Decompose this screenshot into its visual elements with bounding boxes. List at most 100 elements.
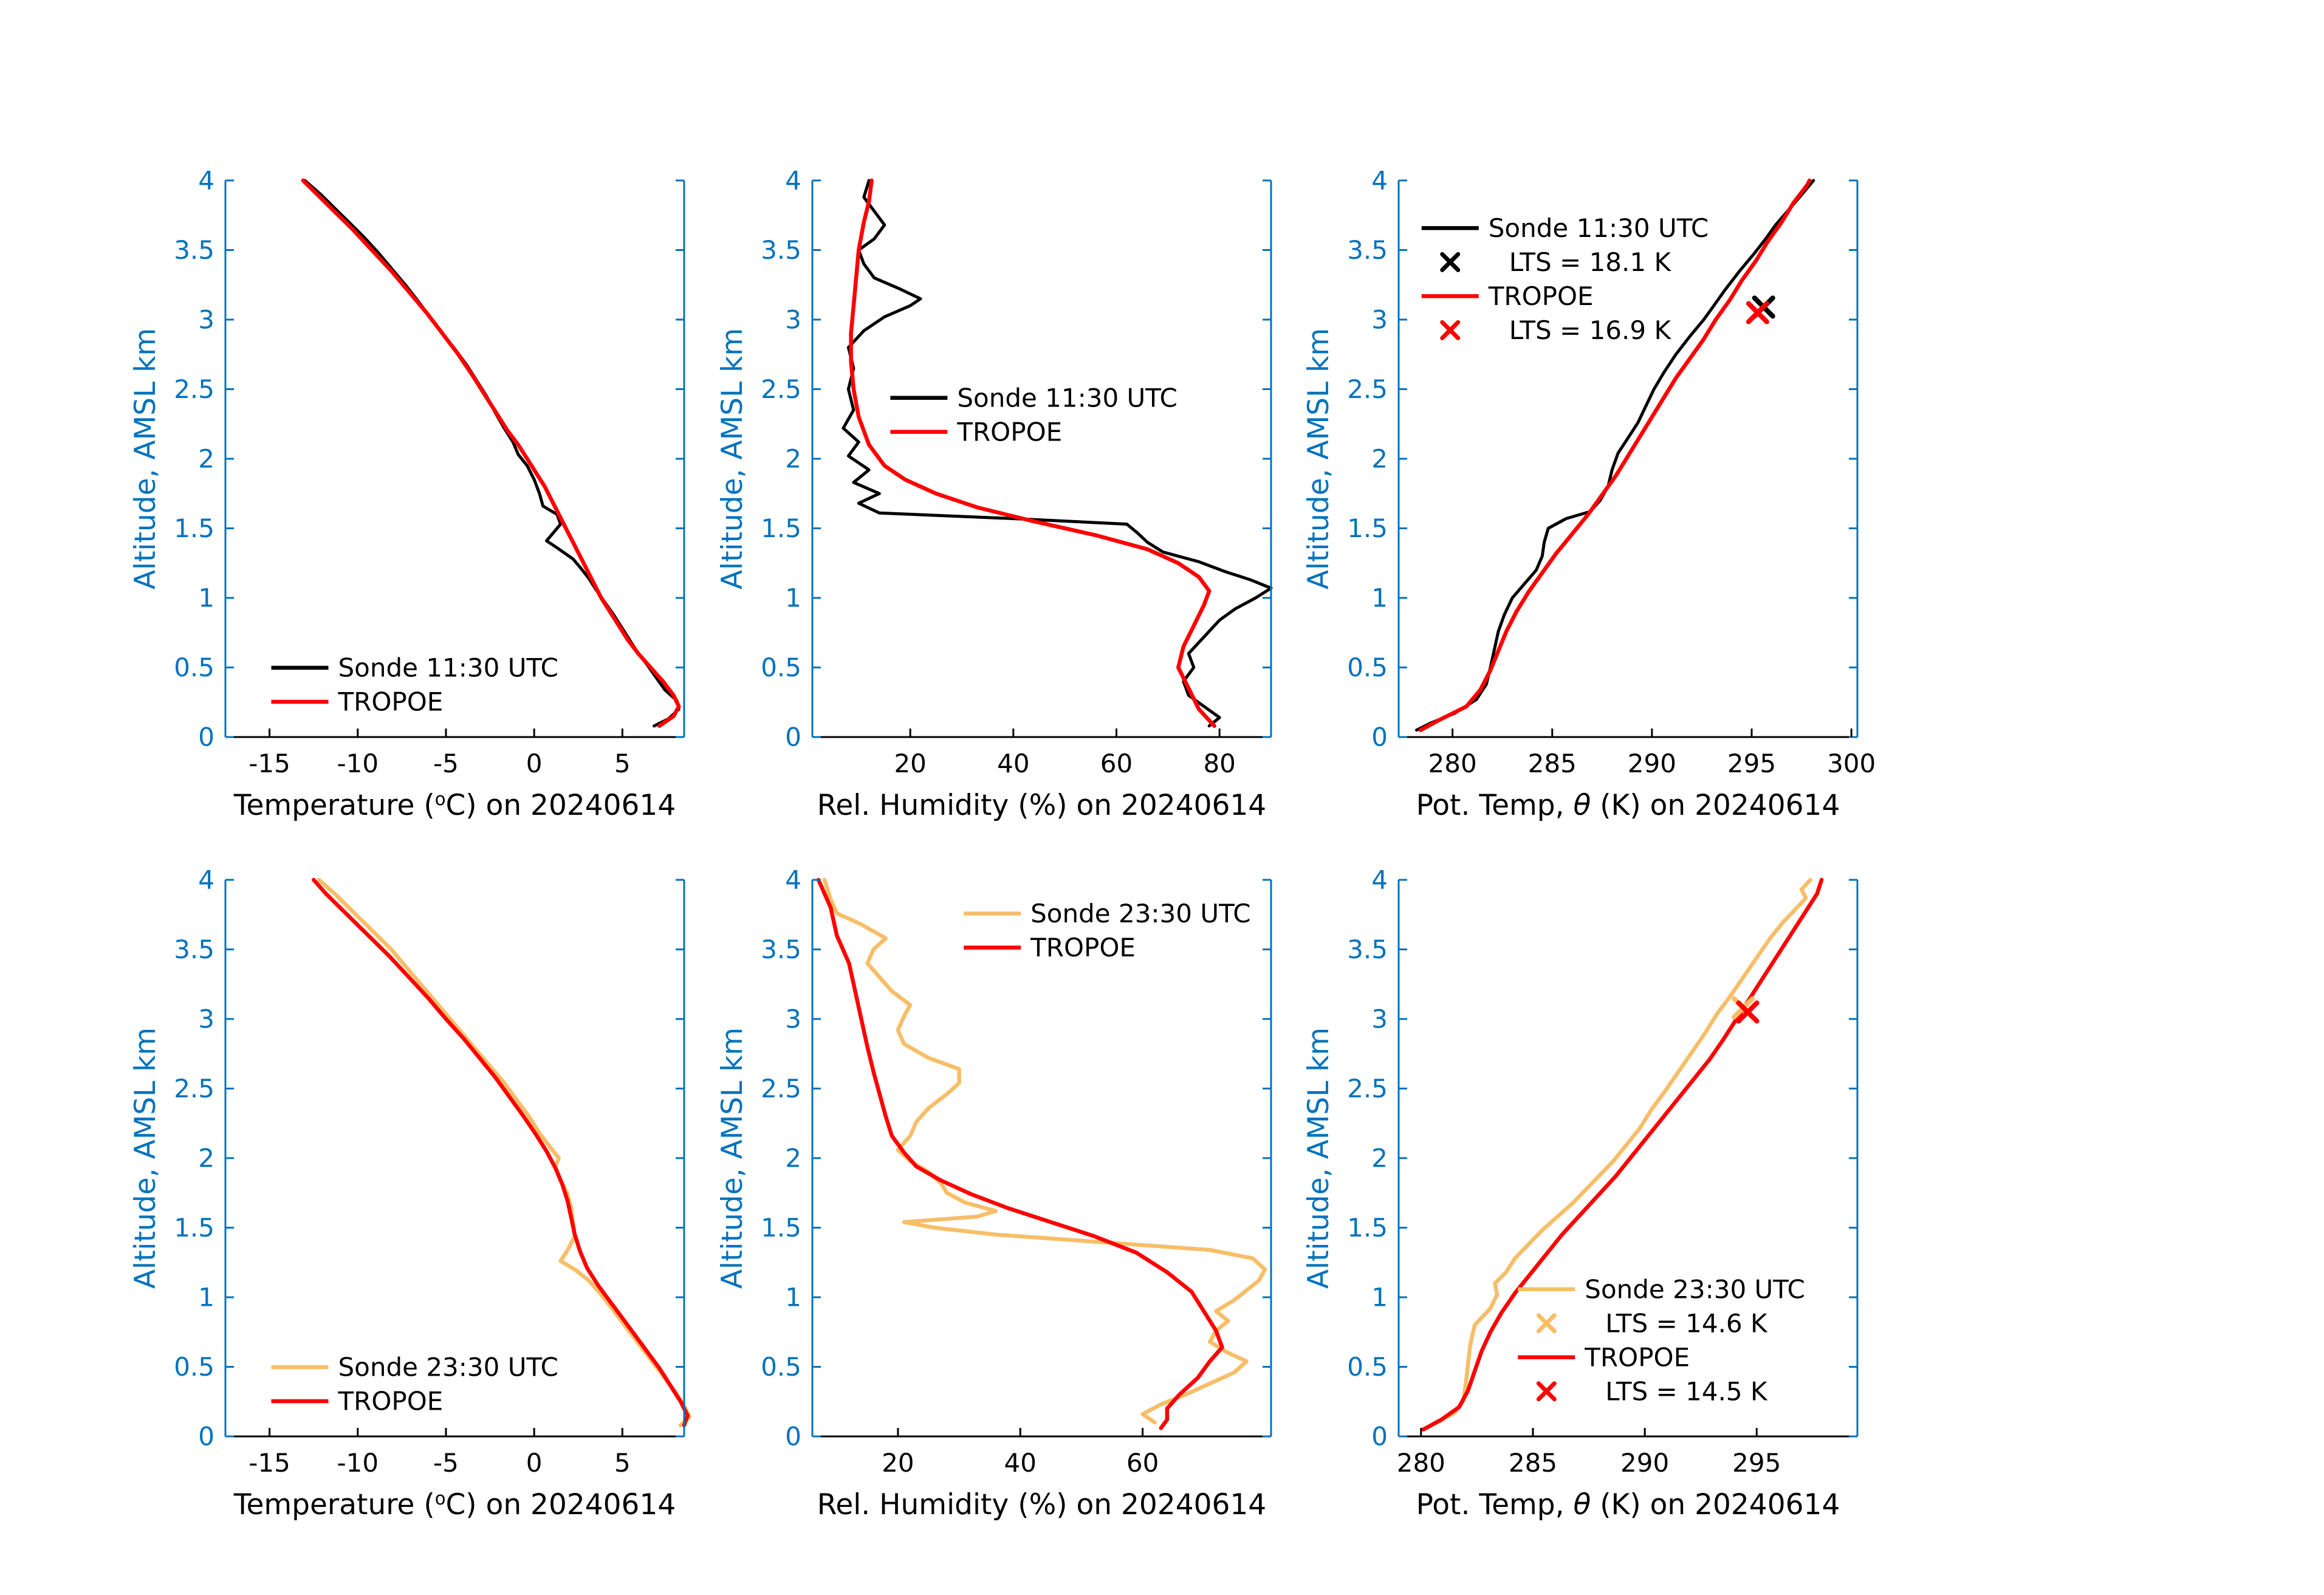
y-tick-label: 4 <box>1371 865 1388 895</box>
y-tick-label: 1 <box>198 1283 214 1312</box>
y-axis-label: Altitude, AMSL km <box>716 328 749 589</box>
y-tick-label: 2 <box>785 444 801 474</box>
x-tick-label: 0 <box>526 749 543 778</box>
y-tick-label: 0.5 <box>761 1352 801 1382</box>
y-tick-label: 4 <box>198 166 214 196</box>
series-line-sonde-11-30-utc <box>303 179 680 728</box>
legend-label: Sonde 23:30 UTC <box>1585 1274 1805 1304</box>
x-tick-label: -10 <box>337 749 379 778</box>
x-axis-label: Pot. Temp, θ (K) on 20240614 <box>1416 1488 1840 1521</box>
y-tick-label: 1 <box>198 583 214 613</box>
legend: Sonde 11:30 UTC TROPOE <box>890 383 1177 447</box>
plot-pottemp-2330: 0 0.5 1 1.5 2 2.5 3 3.5 4 280 285 290 295 Pot. Temp, … <box>1302 865 1859 1521</box>
y-tick-label: 0 <box>785 722 801 752</box>
x-tick-label: 5 <box>614 1448 631 1478</box>
y-tick-label: 1.5 <box>1347 1213 1388 1243</box>
y-axis-label: Altitude, AMSL km <box>1302 328 1335 589</box>
x-tick-label: 285 <box>1509 1448 1557 1478</box>
y-tick-label: 4 <box>785 865 801 895</box>
y-tick-label: 1.5 <box>761 513 801 543</box>
y-axis-label: Altitude, AMSL km <box>129 1027 162 1289</box>
legend-x-sample <box>1440 320 1461 340</box>
legend: Sonde 11:30 UTC TROPOE <box>271 653 558 717</box>
legend-label: Sonde 23:30 UTC <box>338 1353 558 1382</box>
series-line-sonde-11-30-utc <box>842 179 1273 728</box>
x-tick-label: 295 <box>1727 749 1776 778</box>
y-tick-label: 0 <box>198 1422 214 1452</box>
y-tick-label: 3 <box>785 305 801 335</box>
legend-label: TROPOE <box>1584 1342 1690 1372</box>
series-line-sonde-23-30-utc <box>1421 877 1812 1432</box>
series-group <box>816 877 1267 1430</box>
x-tick-label: -5 <box>433 749 459 778</box>
series-group <box>1415 178 1815 732</box>
legend-label: Sonde 11:30 UTC <box>957 383 1177 413</box>
x-tick-label: 280 <box>1397 1448 1445 1478</box>
legend-label: TROPOE <box>338 687 444 717</box>
x-axis-label: Temperature (oC) on 20240614 <box>233 789 676 822</box>
legend: Sonde 23:30 UTC TROPOE <box>271 1353 558 1416</box>
x-axis-label: Temperature (oC) on 20240614 <box>233 1488 676 1521</box>
series-line-tropoe <box>1418 178 1812 732</box>
y-tick-label: 0.5 <box>761 653 801 682</box>
y-tick-label: 2.5 <box>761 374 801 404</box>
x-tick-label: -15 <box>249 749 290 778</box>
x-tick-label: 280 <box>1428 749 1477 778</box>
y-tick-label: 3.5 <box>174 935 214 964</box>
y-tick-label: 3 <box>198 1004 214 1034</box>
legend: Sonde 23:30 UTC LTS = 14.6 K TROPOE LTS = 1… <box>1518 1274 1805 1406</box>
legend-x-sample <box>1536 1313 1557 1334</box>
y-tick-label: 1.5 <box>174 1213 214 1243</box>
legend-x-sample <box>1536 1381 1557 1402</box>
legend-label: LTS = 18.1 K <box>1509 247 1672 277</box>
y-tick-label: 0 <box>198 722 214 752</box>
y-tick-label: 0 <box>1371 1422 1388 1452</box>
x-tick-label: 295 <box>1732 1448 1781 1478</box>
y-tick-label: 3.5 <box>761 235 801 265</box>
y-tick-label: 0.5 <box>1347 1352 1388 1382</box>
y-tick-label: 3 <box>785 1004 801 1034</box>
series-line-tropoe <box>1421 877 1824 1432</box>
series-line-sonde-11-30-utc <box>1415 179 1815 732</box>
series-group <box>842 178 1273 728</box>
series-line-tropoe <box>816 877 1224 1430</box>
y-tick-label: 2 <box>1371 1144 1388 1173</box>
lts-marker <box>1746 301 1769 324</box>
y-axis-label: Altitude, AMSL km <box>1302 1027 1335 1289</box>
x-tick-label: 5 <box>614 749 631 778</box>
y-tick-label: 1 <box>1371 583 1388 613</box>
legend-label: LTS = 14.6 K <box>1605 1308 1768 1338</box>
x-axis-label: Rel. Humidity (%) on 20240614 <box>817 1488 1266 1521</box>
x-tick-label: -5 <box>433 1448 459 1478</box>
y-tick-label: 0.5 <box>174 1352 214 1382</box>
legend-label: TROPOE <box>956 417 1062 447</box>
legend-label: Sonde 11:30 UTC <box>338 653 558 683</box>
series-line-tropoe <box>301 178 681 728</box>
x-tick-label: 40 <box>1004 1448 1037 1478</box>
y-tick-label: 1 <box>1371 1283 1388 1312</box>
x-axis-label: Rel. Humidity (%) on 20240614 <box>817 789 1266 822</box>
y-tick-label: 3.5 <box>174 235 214 265</box>
x-tick-label: 20 <box>894 749 926 778</box>
y-tick-label: 3 <box>1371 305 1388 335</box>
plot-humidity-1130: 0 0.5 1 1.5 2 2.5 3 3.5 4 20 40 60 80 Rel. Humidity (… <box>716 166 1273 822</box>
legend-label: LTS = 14.5 K <box>1605 1376 1768 1406</box>
y-tick-label: 2 <box>198 1144 214 1173</box>
plot-temperature-1130: 0 0.5 1 1.5 2 2.5 3 3.5 4 -15 -10 -5 0 5 Temperature (… <box>129 166 685 822</box>
series-line-tropoe <box>849 178 1216 728</box>
x-tick-label: 40 <box>997 749 1029 778</box>
legend-label: TROPOE <box>1488 281 1594 311</box>
y-tick-label: 2 <box>198 444 214 474</box>
lts-marker <box>1736 1000 1760 1024</box>
y-tick-label: 2.5 <box>174 374 214 404</box>
y-tick-label: 2.5 <box>1347 374 1388 404</box>
y-tick-label: 0.5 <box>174 653 214 682</box>
x-axis-label: Pot. Temp, θ (K) on 20240614 <box>1416 789 1840 822</box>
x-tick-label: 285 <box>1528 749 1577 778</box>
series-line-sonde-23-30-utc <box>822 877 1267 1425</box>
x-tick-label: 20 <box>882 1448 914 1478</box>
legend-label: LTS = 16.9 K <box>1509 315 1672 345</box>
legend-label: Sonde 11:30 UTC <box>1489 213 1709 243</box>
y-tick-label: 0.5 <box>1347 653 1388 682</box>
